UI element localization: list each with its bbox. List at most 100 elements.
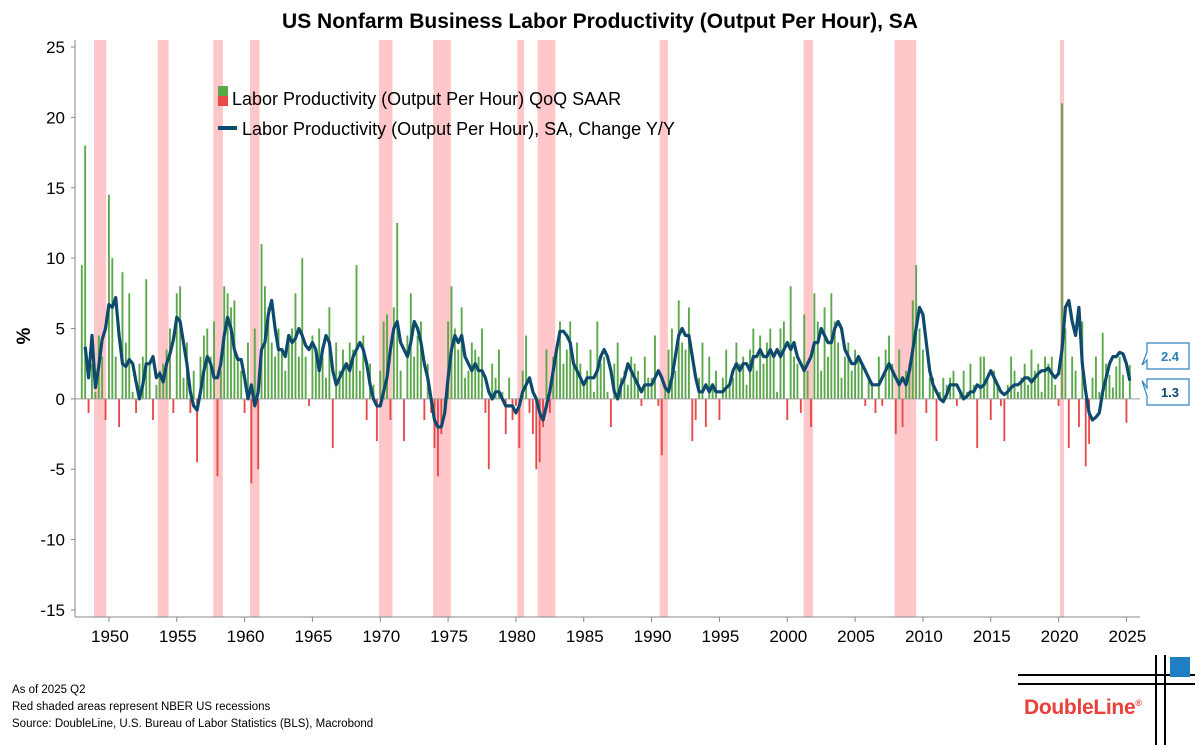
qoq-bar [1078,398,1080,428]
qoq-bar [721,377,724,399]
x-tick-label: 1985 [566,627,604,646]
qoq-bar [969,363,972,399]
qoq-bar [250,398,253,484]
qoq-bar [498,349,500,399]
qoq-bar [711,384,714,399]
qoq-bar [538,398,541,463]
qoq-bar [521,370,524,399]
qoq-bar [548,398,551,413]
qoq-bar [182,377,185,399]
qoq-bar [691,398,694,442]
qoq-bar [111,258,114,399]
qoq-bar [1071,356,1074,399]
qoq-bar [596,321,599,399]
qoq-bar [114,356,117,399]
qoq-bar [152,398,154,420]
qoq-bar [667,349,670,399]
qoq-bar [247,342,249,399]
qoq-bar [535,398,538,470]
qoq-bar [267,307,270,399]
x-tick-label: 2000 [769,627,807,646]
qoq-bar [118,398,121,428]
qoq-bar [301,258,304,399]
qoq-bar [742,356,745,399]
qoq-bar [206,328,209,399]
qoq-bar [372,384,375,399]
footnote-source: Source: DoubleLine, U.S. Bureau of Labor… [12,718,374,730]
qoq-bar [413,356,416,399]
qoq-bar [1054,384,1057,399]
qoq-bar [1125,398,1128,423]
qoq-bar [297,356,300,399]
qoq-bar [477,356,480,399]
qoq-bar [145,279,148,399]
qoq-bar [389,398,392,420]
callout-label: 1.3 [1161,385,1179,400]
qoq-bar [406,335,409,399]
qoq-bar [657,398,660,406]
recession-band [659,40,668,617]
qoq-bar [759,335,762,399]
qoq-bar [280,349,283,399]
y-tick-label: -10 [40,531,65,550]
qoq-bar [345,363,348,399]
x-tick-label: 1990 [634,627,672,646]
x-tick-label: 2010 [905,627,943,646]
qoq-bar [362,335,365,399]
qoq-bar [921,349,924,399]
y-tick-label: -15 [40,601,65,620]
qoq-bar [365,398,368,420]
legend-swatch-negative [218,96,228,106]
qoq-bar [311,335,314,399]
qoq-bar [135,398,137,413]
qoq-bar [603,356,606,399]
qoq-bar [599,363,602,399]
qoq-bar [606,391,609,399]
qoq-bar [562,363,565,399]
qoq-bar [779,328,782,399]
x-tick-label: 1970 [362,627,400,646]
qoq-bar [253,328,256,399]
qoq-bar [738,363,741,399]
qoq-bar [484,398,487,413]
qoq-bar [487,398,490,470]
qoq-bar [976,398,979,449]
qoq-bar [1064,328,1067,399]
y-tick-label: 0 [56,390,65,409]
qoq-bar [850,370,853,399]
qoq-bar [436,398,439,477]
qoq-bar [155,384,158,399]
qoq-bar [867,377,870,399]
qoq-bar [148,363,151,399]
qoq-bar [650,377,653,399]
qoq-bar [589,349,592,399]
qoq-bar [107,194,110,399]
qoq-bar [196,398,199,463]
qoq-bar [1101,332,1104,399]
qoq-bar [294,293,297,399]
x-tick-label: 2025 [1109,627,1147,646]
qoq-bar [687,307,690,399]
qoq-bar [1108,374,1111,399]
y-tick-label: 15 [46,179,65,198]
qoq-bar [908,363,911,399]
qoq-bar [983,356,985,399]
doubleline-logo [1018,655,1195,745]
qoq-bar [820,370,823,399]
qoq-bar [1128,365,1131,399]
x-tick-label: 1975 [430,627,468,646]
qoq-bar [925,398,928,413]
qoq-bar [593,391,595,399]
x-tick-label: 1980 [498,627,536,646]
qoq-bar [772,356,775,399]
recession-band [894,40,917,617]
recession-band [537,40,556,617]
qoq-bar [128,293,131,399]
qoq-bar [765,342,768,399]
qoq-bar [1037,363,1040,399]
qoq-bar [1003,398,1006,442]
qoq-bar [172,398,175,413]
qoq-bar [1044,356,1046,399]
qoq-bar [623,370,626,399]
